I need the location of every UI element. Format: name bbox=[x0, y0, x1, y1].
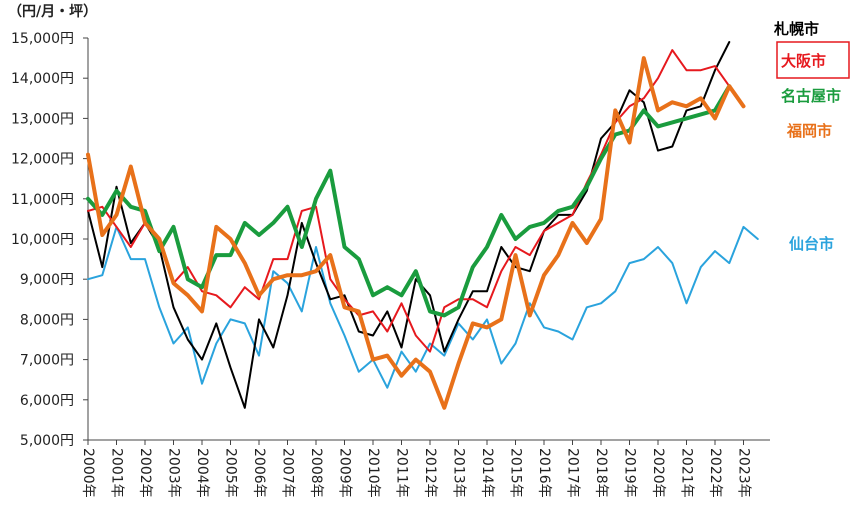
x-tick-label: 2021年 bbox=[679, 448, 695, 498]
series-line-名古屋市 bbox=[86, 84, 732, 318]
x-tick-label: 2023年 bbox=[736, 448, 752, 498]
x-tick-label: 2001年 bbox=[109, 448, 125, 498]
y-tick-label: 6,000円 bbox=[20, 393, 74, 409]
x-tick-label: 2002年 bbox=[137, 448, 153, 498]
series-line-仙台市 bbox=[87, 225, 759, 389]
y-tick-label: 14,000円 bbox=[11, 71, 74, 87]
x-tick-label: 2009年 bbox=[337, 448, 353, 498]
series-line-札幌市 bbox=[87, 41, 731, 409]
x-tick-label: 2010年 bbox=[365, 448, 381, 498]
y-tick-label: 12,000円 bbox=[11, 152, 74, 168]
series-label-札幌市: 札幌市 bbox=[773, 20, 819, 38]
x-tick-label: 2016年 bbox=[536, 448, 552, 498]
x-tick-label: 2011年 bbox=[394, 448, 410, 498]
x-tick-label: 2020年 bbox=[650, 448, 666, 498]
axes bbox=[87, 38, 770, 441]
x-axis-ticks: 2000年 2001年 2002年 2003年 2004年 2005年 2006年 2007年… bbox=[80, 440, 752, 498]
x-tick-label: 2022年 bbox=[707, 448, 723, 498]
x-tick-label: 2013年 bbox=[451, 448, 467, 498]
series-line-大阪市 bbox=[87, 49, 731, 353]
y-tick-label: 13,000円 bbox=[11, 111, 74, 127]
x-tick-label: 2006年 bbox=[251, 448, 267, 498]
x-tick-label: 2012年 bbox=[422, 448, 438, 498]
x-tick-label: 2008年 bbox=[308, 448, 324, 498]
y-tick-label: 10,000円 bbox=[11, 232, 74, 248]
y-tick-label: 5,000円 bbox=[20, 433, 74, 449]
x-tick-label: 2007年 bbox=[280, 448, 296, 498]
y-tick-label: 11,000円 bbox=[11, 192, 74, 208]
series-lines bbox=[86, 41, 759, 410]
x-tick-label: 2000年 bbox=[80, 448, 96, 498]
x-tick-label: 2018年 bbox=[593, 448, 609, 498]
y-tick-label: 8,000円 bbox=[20, 312, 74, 328]
x-tick-label: 2003年 bbox=[166, 448, 182, 498]
series-label-大阪市: 大阪市 bbox=[781, 52, 826, 70]
x-tick-label: 2019年 bbox=[622, 448, 638, 498]
y-tick-label: 9,000円 bbox=[20, 272, 74, 288]
legend-box-大阪市 bbox=[776, 41, 850, 79]
y-tick-label: 15,000円 bbox=[11, 31, 74, 47]
series-label-名古屋市: 名古屋市 bbox=[781, 87, 841, 105]
y-tick-label: 7,000円 bbox=[20, 353, 74, 369]
series-label-福岡市: 福岡市 bbox=[786, 122, 832, 140]
x-tick-label: 2017年 bbox=[565, 448, 581, 498]
y-axis-ticks: 5,000円 6,000円 7,000円 8,000円 9,000円 10,000円 11,… bbox=[11, 31, 88, 449]
series-line-福岡市 bbox=[86, 56, 746, 410]
x-tick-label: 2005年 bbox=[223, 448, 239, 498]
x-tick-label: 2004年 bbox=[194, 448, 210, 498]
y-axis-unit-label: （円/月・坪） bbox=[8, 4, 97, 20]
x-tick-label: 2015年 bbox=[508, 448, 524, 498]
series-label-仙台市: 仙台市 bbox=[789, 235, 834, 253]
x-tick-label: 2014年 bbox=[479, 448, 495, 498]
